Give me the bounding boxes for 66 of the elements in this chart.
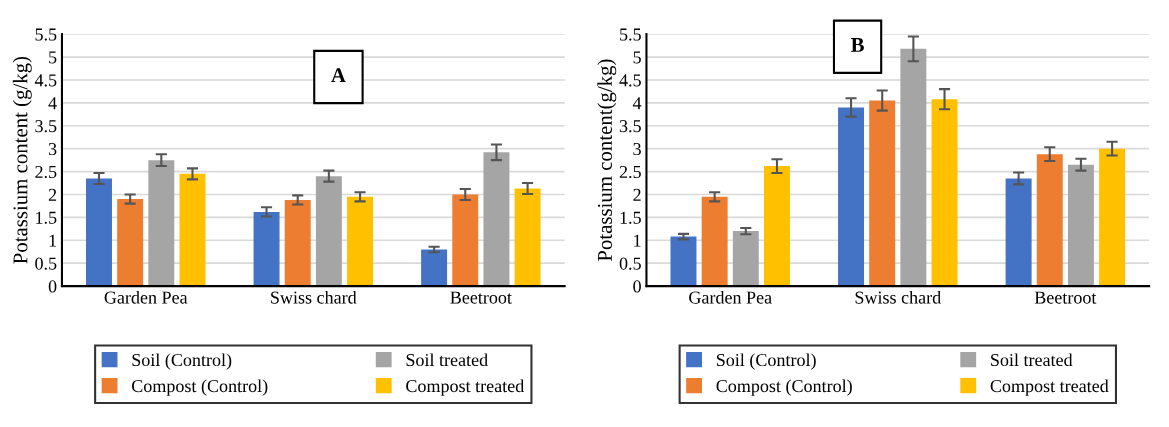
- y-tick-label: 5.5: [35, 28, 57, 41]
- bar: [838, 107, 865, 287]
- legend-label: Compost treated: [406, 379, 525, 396]
- bar: [347, 196, 374, 287]
- legend-label: Soil treated: [991, 353, 1073, 367]
- y-tick-label: 2.5: [35, 165, 57, 179]
- bar: [86, 178, 112, 287]
- legend-label: Compost treated: [990, 379, 1109, 396]
- y-tick-label: 0: [48, 280, 57, 293]
- x-tick-label: Garden Pea: [104, 290, 188, 304]
- y-tick-label: 3: [633, 142, 641, 156]
- y-axis-title: Potassium content(g/kg): [597, 59, 617, 262]
- bar: [900, 48, 927, 287]
- bar: [483, 152, 510, 287]
- y-tick-label: 1.5: [36, 211, 57, 224]
- bar: [869, 100, 896, 287]
- legend-label: Soil (Control): [716, 353, 816, 370]
- x-tick-label: Beetroot: [1034, 291, 1097, 304]
- y-tick-label: 5: [49, 51, 57, 64]
- legend-label: Soil treated: [406, 353, 488, 367]
- chart-title: B: [850, 38, 864, 52]
- y-tick-label: 4.5: [34, 74, 57, 87]
- bar: [1036, 154, 1063, 287]
- bar: [421, 249, 448, 287]
- y-tick-label: 1: [634, 234, 641, 247]
- y-tick-label: 2: [633, 188, 641, 201]
- bar: [1005, 178, 1032, 287]
- bar: [732, 231, 759, 287]
- bar: [764, 166, 790, 287]
- y-tick-label: 2.5: [619, 165, 641, 179]
- bar: [931, 99, 958, 287]
- y-tick-label: 5: [633, 51, 641, 64]
- bar: [315, 176, 342, 287]
- bar: [148, 160, 175, 287]
- bar: [1099, 148, 1126, 287]
- bar: [514, 188, 541, 287]
- legend-label: Soil (Control): [132, 353, 232, 370]
- y-tick-label: 0: [633, 280, 641, 293]
- bar: [452, 194, 479, 287]
- y-tick-label: 1.5: [620, 211, 641, 224]
- y-tick-label: 3.5: [35, 120, 57, 133]
- bar: [670, 236, 697, 287]
- y-tick-label: 3.5: [619, 120, 641, 133]
- x-tick-label: Garden Pea: [689, 290, 772, 304]
- x-tick-label: Swiss chard: [855, 290, 941, 304]
- bar: [253, 211, 280, 287]
- x-tick-label: Beetroot: [450, 291, 512, 304]
- y-tick-label: 0.5: [619, 257, 641, 270]
- bar: [179, 173, 206, 287]
- text: A: [331, 68, 346, 82]
- bar: [1067, 164, 1094, 287]
- y-tick-label: 0.5: [35, 257, 57, 270]
- y-axis-title: Potassium content (g/kg): [12, 56, 32, 264]
- legend-label: Compost (Control): [131, 379, 268, 396]
- x-tick-label: Swiss chard: [271, 290, 357, 304]
- y-tick-label: 4: [632, 97, 642, 110]
- y-tick-label: 4: [48, 97, 57, 110]
- y-tick-label: 4.5: [619, 74, 641, 87]
- y-tick-label: 5.5: [620, 28, 641, 41]
- bar: [701, 196, 728, 287]
- y-tick-label: 3: [48, 142, 57, 156]
- legend-label: Compost (Control): [716, 379, 852, 396]
- bar: [117, 199, 144, 287]
- y-tick-label: 1: [49, 234, 57, 247]
- y-tick-label: 2: [48, 188, 57, 201]
- bar: [284, 199, 311, 287]
